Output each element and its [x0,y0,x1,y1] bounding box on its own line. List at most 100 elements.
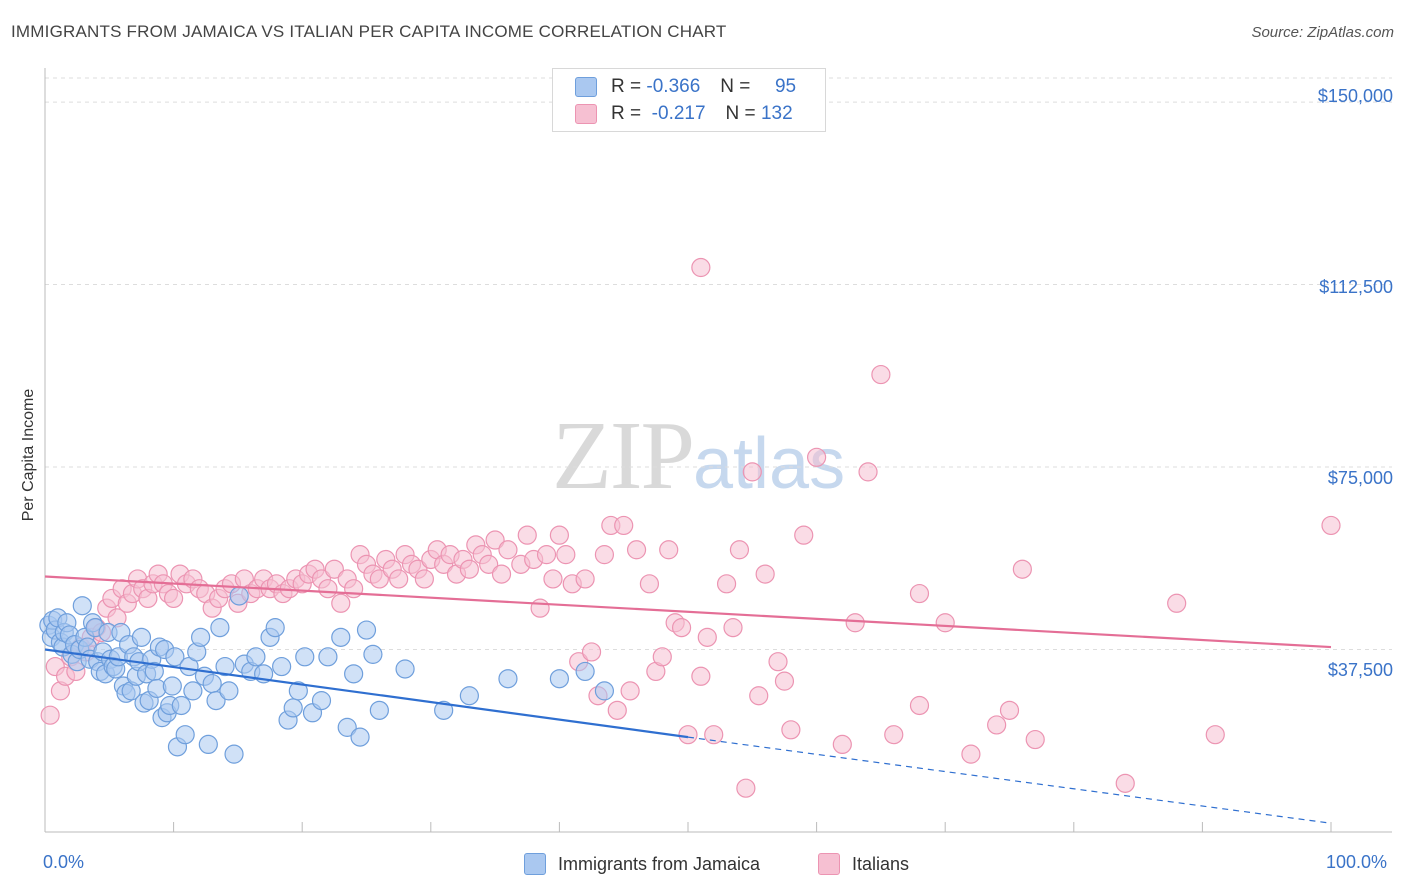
legend-n-label: N = [725,103,756,124]
italians-point-24 [164,588,184,609]
chart-title: IMMIGRANTS FROM JAMAICA VS ITALIAN PER C… [11,22,727,41]
italians-point-81 [536,545,557,565]
jamaica-point-63 [215,656,235,677]
jamaica-point-93 [575,661,595,682]
italians-point-124 [935,613,955,633]
legend-swatch-jamaica [575,77,597,97]
jamaica-point-86 [363,644,383,664]
bottom-legend-label-italians: Italians [852,853,910,874]
italians-point-129 [1115,773,1135,793]
italians-point-110 [742,462,762,482]
jamaica-point-89 [434,700,454,720]
italians-point-98 [652,647,672,667]
jamaica-point-80 [318,647,338,667]
italians-point-106 [716,574,737,594]
italians-point-109 [736,778,756,798]
jamaica-point-79 [311,691,332,711]
italians-point-70 [459,559,479,579]
italians-point-120 [858,462,878,482]
jamaica-point-94 [594,681,615,701]
italians-point-115 [781,720,801,740]
italians-point-101 [671,618,692,638]
italians-point-73 [479,554,499,574]
bottom-legend-swatch-italians [818,853,840,875]
italians-trend-line [44,575,1332,649]
jamaica-point-57 [191,627,211,647]
italians-point-105 [704,725,724,745]
jamaica-point-91 [498,669,518,689]
italians-point-0 [40,705,60,725]
jamaica-point-92 [549,669,570,689]
jamaica-point-49 [162,676,182,696]
italians-point-107 [723,618,743,638]
italians-point-122 [884,725,904,745]
jamaica-point-60 [202,673,222,694]
legend-r-value-jamaica: -0.366 [646,76,701,97]
jamaica-point-50 [165,647,185,667]
italians-point-52 [344,579,364,599]
jamaica-point-81 [331,627,351,647]
italians-point-56 [369,569,389,589]
italians-point-130 [1167,593,1187,613]
y-tick-label-150000: $150,000 [1317,86,1393,106]
italians-point-125 [961,744,981,764]
italians-point-117 [806,447,827,467]
italians-point-112 [755,564,775,584]
italians-point-121 [871,364,891,385]
bottom-legend-italians: Italians [818,852,909,876]
italians-point-88 [581,642,602,662]
jamaica-point-90 [459,686,479,706]
jamaica-point-14 [72,596,92,616]
watermark-zip: ZIP [552,402,695,510]
jamaica-point-75 [283,698,303,718]
legend-r-label: R = [611,76,642,97]
italians-extra-point-3 [1012,559,1032,579]
italians-point-99 [659,540,679,560]
italians-point-92 [607,700,627,720]
italians-point-127 [999,700,1020,720]
italians-point-94 [620,681,640,701]
italians-point-104 [697,627,717,647]
italians-point-128 [1025,729,1045,750]
jamaica-point-53 [175,725,195,745]
y-axis-title: Per Capita Income [20,388,37,522]
jamaica-trend-extension [687,736,1332,824]
italians-extra-point-2 [909,583,930,604]
italians-point-78 [517,525,537,545]
italians-extra-point-0 [691,257,711,278]
italians-point-113 [768,652,788,672]
source-credit: Source: ZipAtlas.com [1251,24,1394,41]
italians-extra-point-1 [1321,515,1341,536]
jamaica-point-64 [219,681,239,701]
italians-point-126 [987,715,1007,735]
italians-point-119 [845,613,865,633]
italians-point-114 [774,671,795,691]
jamaica-point-55 [183,681,203,701]
italians-point-103 [691,666,711,686]
jamaica-point-85 [356,620,377,640]
jamaica-point-84 [350,727,370,747]
legend-n-value-jamaica: 95 [774,76,797,97]
legend-n-value-italians: 132 [760,103,793,124]
italians-point-59 [389,569,409,589]
italians-point-50 [331,593,351,613]
jamaica-point-87 [369,700,389,720]
bottom-legend-label-jamaica: Immigrants from Jamaica [558,853,761,874]
italians-point-116 [794,525,814,545]
italians-point-82 [543,569,563,589]
jamaica-point-61 [206,691,226,711]
jamaica-point-83 [344,664,364,684]
jamaica-trend-line [44,648,689,739]
italians-point-49 [324,559,344,579]
italians-point-48 [318,579,338,599]
italians-point-83 [549,525,570,545]
italians-point-80 [530,598,550,618]
italians-point-75 [491,564,512,584]
jamaica-point-65 [224,744,244,764]
jamaica-point-77 [295,647,315,667]
italians-point-102 [678,725,698,745]
italians-point-131 [1205,725,1225,745]
legend-r-value-italians: -0.217 [651,103,706,124]
bottom-legend-jamaica: Immigrants from Jamaica [524,852,760,876]
